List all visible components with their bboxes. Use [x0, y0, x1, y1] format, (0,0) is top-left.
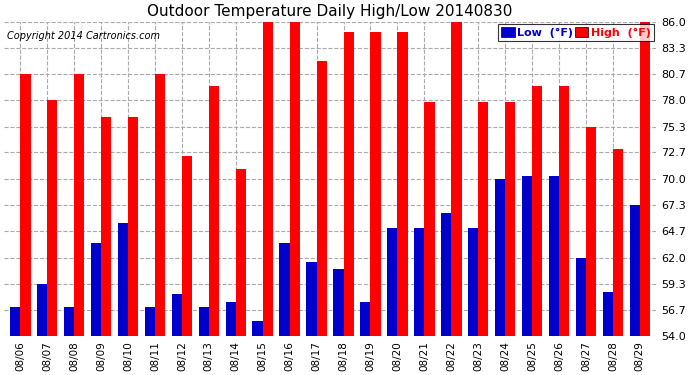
- Bar: [91, 243, 101, 336]
- Bar: [263, 22, 273, 336]
- Bar: [414, 228, 424, 336]
- Bar: [344, 32, 354, 336]
- Bar: [371, 32, 381, 336]
- Bar: [575, 258, 586, 336]
- Bar: [199, 307, 209, 336]
- Legend: Low  (°F), High  (°F): Low (°F), High (°F): [498, 24, 653, 41]
- Bar: [549, 176, 559, 336]
- Bar: [209, 86, 219, 336]
- Bar: [172, 294, 182, 336]
- Bar: [118, 223, 128, 336]
- Bar: [602, 292, 613, 336]
- Bar: [290, 22, 300, 336]
- Bar: [360, 302, 371, 336]
- Bar: [522, 176, 532, 336]
- Bar: [451, 22, 462, 336]
- Bar: [424, 102, 435, 336]
- Bar: [75, 74, 84, 336]
- Bar: [155, 74, 165, 336]
- Bar: [64, 307, 75, 336]
- Bar: [226, 302, 236, 336]
- Text: Copyright 2014 Cartronics.com: Copyright 2014 Cartronics.com: [8, 31, 161, 41]
- Bar: [253, 321, 263, 336]
- Bar: [20, 74, 30, 336]
- Bar: [387, 228, 397, 336]
- Bar: [640, 22, 650, 336]
- Bar: [333, 269, 344, 336]
- Bar: [397, 32, 408, 336]
- Bar: [145, 307, 155, 336]
- Bar: [478, 102, 489, 336]
- Bar: [629, 206, 640, 336]
- Bar: [306, 262, 317, 336]
- Bar: [441, 213, 451, 336]
- Bar: [128, 117, 138, 336]
- Bar: [47, 100, 57, 336]
- Bar: [468, 228, 478, 336]
- Bar: [317, 61, 327, 336]
- Bar: [613, 149, 623, 336]
- Bar: [279, 243, 290, 336]
- Bar: [37, 284, 47, 336]
- Bar: [495, 179, 505, 336]
- Bar: [10, 307, 20, 336]
- Bar: [182, 156, 193, 336]
- Bar: [532, 86, 542, 336]
- Bar: [559, 86, 569, 336]
- Bar: [101, 117, 111, 336]
- Bar: [586, 127, 596, 336]
- Title: Outdoor Temperature Daily High/Low 20140830: Outdoor Temperature Daily High/Low 20140…: [148, 4, 513, 19]
- Bar: [505, 102, 515, 336]
- Bar: [236, 169, 246, 336]
